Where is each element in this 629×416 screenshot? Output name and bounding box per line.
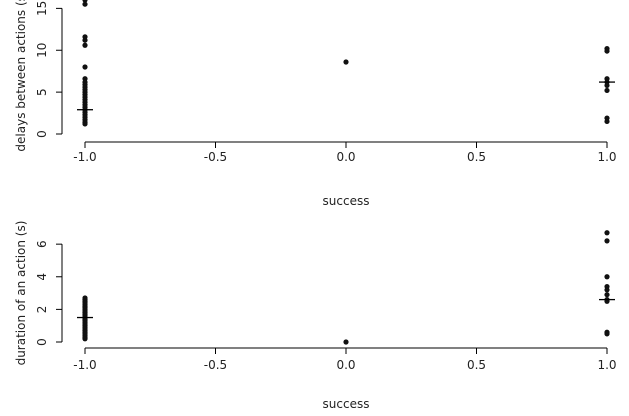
- data-point: [604, 87, 610, 94]
- x-axis-title: success: [323, 397, 370, 411]
- data-point: [82, 64, 88, 70]
- y-tick-label: 6: [35, 240, 49, 248]
- y-tick-label: 5: [35, 88, 49, 96]
- data-point: [343, 59, 349, 65]
- y-axis-title: duration of an action (s): [14, 221, 28, 366]
- data-point: [343, 339, 349, 345]
- data-point: [604, 82, 610, 89]
- data-point: [604, 331, 610, 337]
- y-tick-label: 0: [35, 130, 49, 138]
- data-point: [82, 1, 88, 7]
- data-point: [82, 336, 88, 342]
- x-tick-label: 1.0: [597, 358, 616, 372]
- data-point: [82, 37, 88, 43]
- data-point: [604, 118, 610, 125]
- y-tick-label: 4: [35, 273, 49, 281]
- data-point: [604, 292, 610, 298]
- data-point: [604, 48, 610, 54]
- y-tick-label: 0: [35, 338, 49, 346]
- x-tick-label: 0.0: [336, 150, 355, 164]
- x-tick-label: 0.5: [467, 150, 486, 164]
- x-tick-label: -0.5: [204, 358, 227, 372]
- x-tick-label: -0.5: [204, 150, 227, 164]
- x-tick-label: -1.0: [73, 150, 96, 164]
- data-point: [604, 238, 610, 244]
- x-tick-label: 1.0: [597, 150, 616, 164]
- y-tick-label: 10: [35, 43, 49, 58]
- data-point: [604, 287, 610, 293]
- y-axis-title: delays between actions (s): [14, 0, 28, 152]
- data-point: [82, 42, 88, 48]
- x-tick-label: 0.0: [336, 358, 355, 372]
- y-tick-label: 15: [35, 1, 49, 16]
- data-point: [82, 121, 88, 127]
- data-point: [604, 274, 610, 280]
- data-point: [604, 230, 610, 236]
- x-tick-label: -1.0: [73, 358, 96, 372]
- x-tick-label: 0.5: [467, 358, 486, 372]
- y-tick-label: 2: [35, 306, 49, 314]
- x-axis-title: success: [323, 194, 370, 208]
